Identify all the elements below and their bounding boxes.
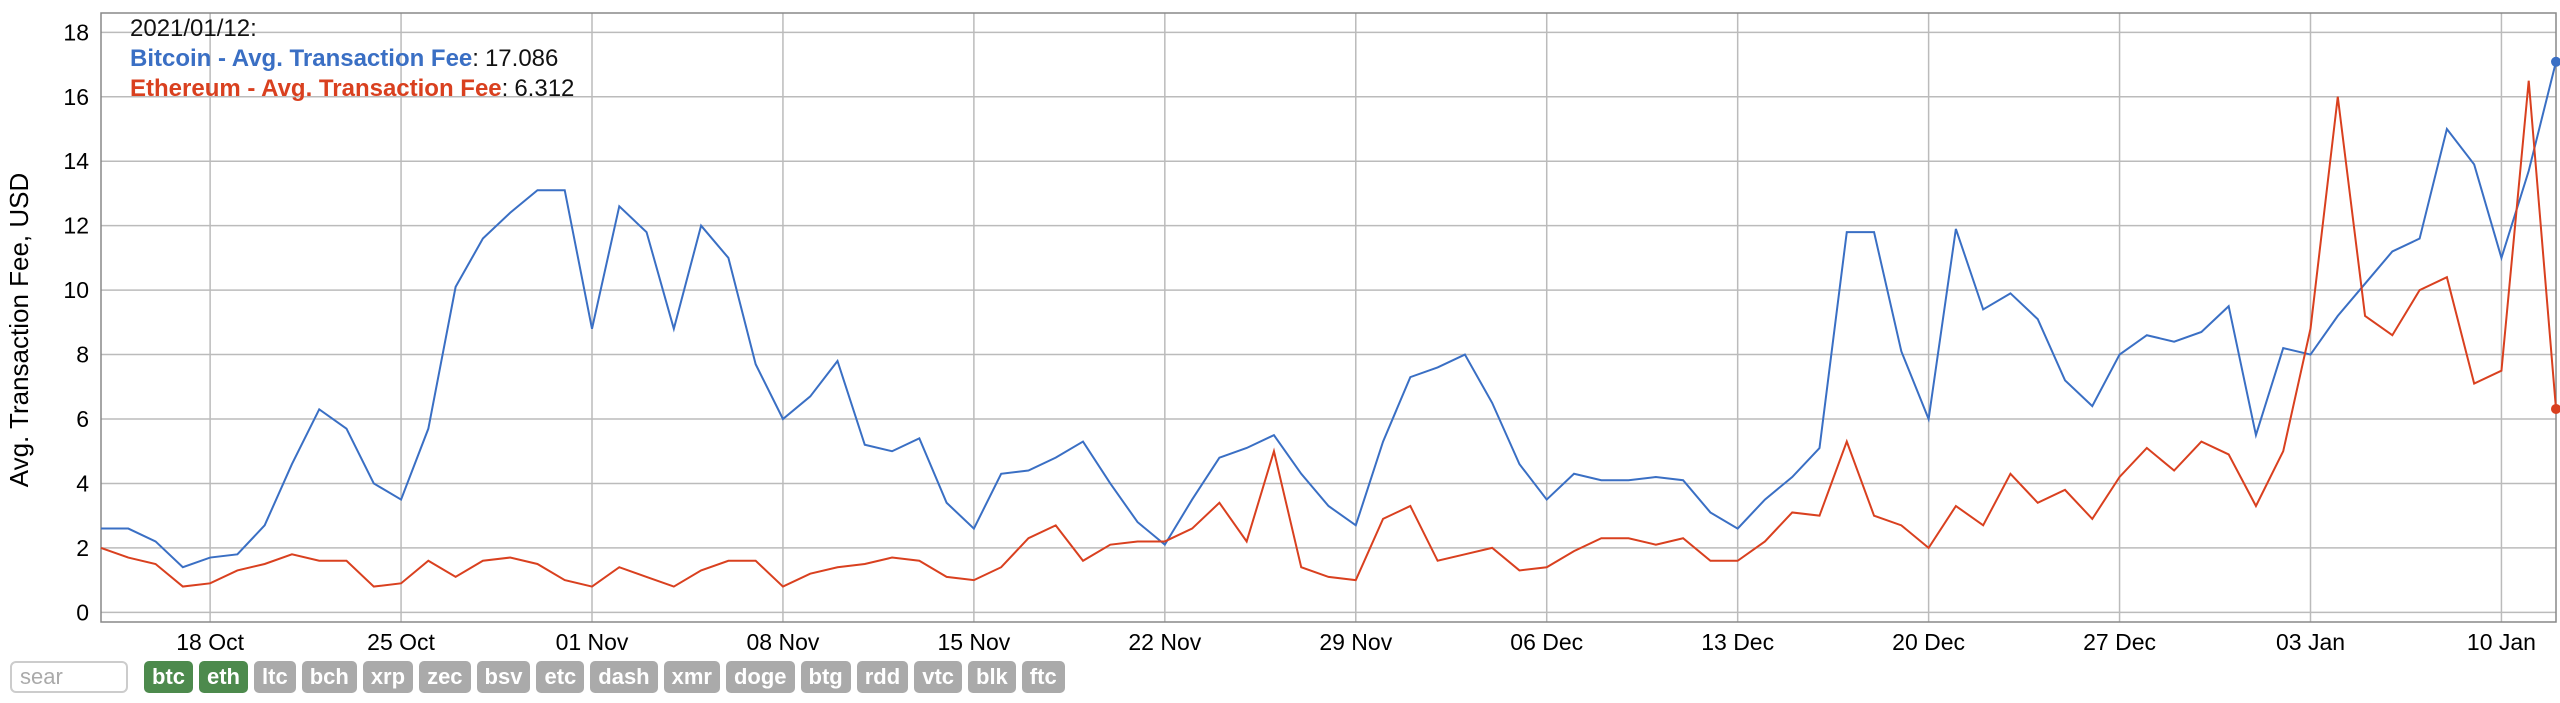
hover-point: [2551, 56, 2560, 67]
y-axis-label: Avg. Transaction Fee, USD: [4, 173, 34, 488]
controls: sear btc eth ltc bch xrp zec bsv etc dash xmr doge…: [10, 661, 1065, 693]
x-tick-label: 01 Nov: [556, 629, 629, 655]
hover-point: [2551, 403, 2560, 414]
y-tick-label: 0: [76, 599, 89, 625]
coin-button[interactable]: zec: [419, 661, 471, 693]
coin-button[interactable]: xmr: [663, 661, 720, 693]
coin-button[interactable]: rdd: [856, 661, 909, 693]
y-tick-label: 10: [63, 277, 89, 303]
y-tick-label: 14: [63, 148, 89, 174]
coin-button[interactable]: eth: [199, 661, 248, 693]
tooltip-series-name: Bitcoin - Avg. Transaction Fee: [130, 45, 479, 72]
coin-button[interactable]: btc: [144, 661, 193, 693]
coin-button[interactable]: doge: [725, 661, 795, 693]
tooltip-row: Bitcoin - Avg. Transaction Fee17.086: [130, 44, 574, 74]
x-tick-label: 25 Oct: [367, 629, 435, 655]
x-tick-label: 20 Dec: [1892, 629, 1965, 655]
tooltip-value: 6.312: [514, 75, 575, 102]
x-tick-label: 13 Dec: [1701, 629, 1774, 655]
x-tick-label: 06 Dec: [1510, 629, 1583, 655]
y-tick-label: 8: [76, 342, 89, 368]
x-tick-label: 27 Dec: [2083, 629, 2156, 655]
y-tick-label: 16: [63, 84, 89, 110]
x-tick-label: 18 Oct: [176, 629, 244, 655]
coin-button[interactable]: etc: [536, 661, 585, 693]
y-tick-label: 4: [76, 470, 89, 496]
search-input[interactable]: sear: [10, 661, 128, 693]
x-tick-label: 15 Nov: [937, 629, 1010, 655]
y-tick-label: 2: [76, 535, 89, 561]
x-tick-label: 03 Jan: [2276, 629, 2345, 655]
x-tick-label: 29 Nov: [1319, 629, 1392, 655]
coin-button[interactable]: xrp: [362, 661, 414, 693]
y-tick-label: 18: [63, 19, 89, 45]
coin-button[interactable]: ltc: [254, 661, 296, 693]
tooltip-row: Ethereum - Avg. Transaction Fee6.312: [130, 74, 574, 104]
tooltip-value: 17.086: [484, 45, 559, 72]
plot-frame: [100, 12, 2557, 623]
coin-button[interactable]: dash: [590, 661, 658, 693]
x-tick-label: 22 Nov: [1128, 629, 1201, 655]
y-tick-label: 6: [76, 406, 89, 432]
coin-button[interactable]: btg: [800, 661, 851, 693]
series-line: [101, 61, 2557, 569]
tooltip-date: 2021/01/12: [130, 14, 574, 44]
chart: Avg. Transaction Fee, USD 0 2 4 6 8 10 12 14 16 1…: [4, 12, 2560, 655]
tooltip: 2021/01/12 Bitcoin - Avg. Transaction Fe…: [130, 14, 574, 104]
coin-button[interactable]: blk: [968, 661, 1016, 693]
tooltip-series-name: Ethereum - Avg. Transaction Fee: [130, 75, 508, 102]
x-tick-label: 10 Jan: [2467, 629, 2536, 655]
series-line: [100, 80, 2557, 588]
y-tick-label: 12: [63, 213, 89, 239]
coin-button[interactable]: bch: [301, 661, 357, 693]
coin-button[interactable]: vtc: [914, 661, 962, 693]
coin-button[interactable]: bsv: [476, 661, 531, 693]
x-tick-label: 08 Nov: [747, 629, 820, 655]
coin-button[interactable]: ftc: [1021, 661, 1065, 693]
